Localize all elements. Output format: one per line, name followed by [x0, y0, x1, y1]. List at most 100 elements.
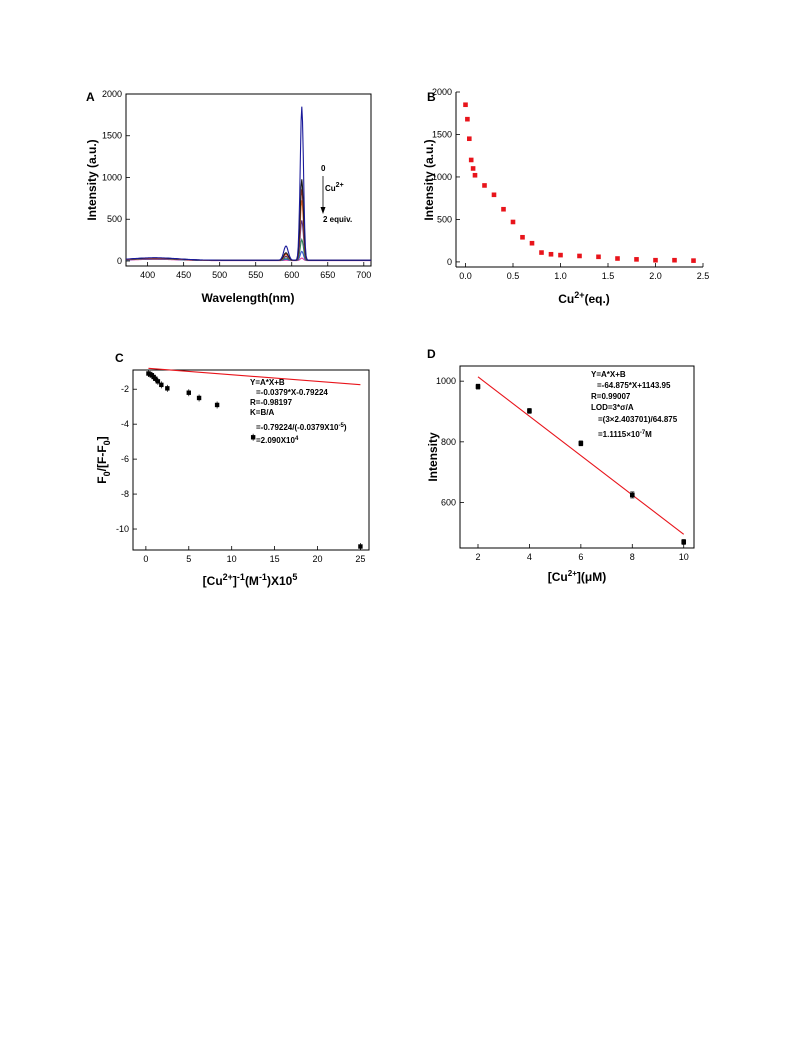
y-tick-label: 500 [107, 214, 122, 224]
x-tick-label: 10 [679, 552, 689, 562]
data-point [634, 257, 639, 262]
panel-b-x-ticks: 0.0 0.5 1.0 1.5 2.0 2.5 [459, 263, 709, 281]
y-tick-label: 0 [117, 256, 122, 266]
k-result: =2.090X104 [256, 436, 299, 445]
y-tick-label: 600 [441, 498, 456, 508]
y-tick-label: 1500 [432, 129, 452, 139]
fit-equation-values: =-0.0379*X-0.79224 [256, 388, 328, 397]
panel-a: A 400 450 500 550 600 650 700 0 500 1000 1500 2000… [85, 89, 372, 305]
panel-c-y-axis-label: F0/[F-F0] [95, 436, 112, 483]
data-point [529, 240, 535, 246]
data-point [691, 258, 696, 263]
data-point [358, 544, 363, 549]
y-tick-label: 2000 [432, 87, 452, 97]
lod-calculation: =(3×2.403701)/64.875 [598, 415, 678, 424]
y-tick-label: 1000 [436, 376, 456, 386]
k-formula: K=B/A [250, 408, 274, 417]
x-tick-label: 10 [227, 554, 237, 564]
panel-d-y-ticks: 600 800 1000 [436, 376, 464, 508]
data-point [653, 257, 658, 263]
y-tick-label: -6 [121, 454, 129, 464]
panel-a-y-axis-label: Intensity (a.u.) [85, 139, 99, 220]
panel-a-frame [125, 93, 372, 267]
data-point [558, 252, 563, 258]
data-point [472, 172, 478, 178]
spectrum-line [125, 189, 371, 261]
x-tick-label: 20 [313, 554, 323, 564]
spectrum-line [125, 200, 371, 261]
panel-d-x-axis-label: [Cu2+](μM) [548, 569, 606, 584]
x-tick-label: 550 [248, 270, 263, 280]
data-point [155, 379, 161, 384]
x-tick-label: 600 [284, 270, 299, 280]
data-point [577, 253, 582, 259]
data-point [214, 402, 220, 408]
panel-c-frame [132, 369, 370, 551]
x-tick-label: 6 [578, 552, 583, 562]
x-tick-label: 0.5 [507, 271, 520, 281]
x-tick-label: 500 [212, 270, 227, 280]
panel-a-y-ticks: 0 500 1000 1500 2000 [102, 89, 130, 266]
x-tick-label: 4 [527, 552, 532, 562]
panel-b-axes [455, 92, 703, 268]
data-point [629, 492, 635, 498]
panel-a-x-axis-label: Wavelength(nm) [202, 291, 295, 305]
data-point [468, 157, 474, 163]
panel-d: D 2 4 6 8 10 600 800 1000 Y=A*X+B =-64.875*X+1… [426, 347, 695, 584]
x-tick-label: 2.0 [649, 271, 662, 281]
data-point [250, 435, 256, 440]
y-tick-label: 2000 [102, 89, 122, 99]
panel-d-points [475, 383, 687, 545]
y-tick-label: -10 [116, 524, 129, 534]
panel-a-annotation: 0 Cu2+ 2 equiv. [320, 164, 352, 224]
panel-d-frame [459, 365, 695, 549]
spectrum-line [126, 220, 371, 261]
x-tick-label: 0.0 [459, 271, 472, 281]
fit-r-value: R=-0.98197 [250, 398, 293, 407]
panel-letter-b: B [427, 90, 436, 104]
annotation-arrow-head [320, 207, 326, 214]
data-point [165, 386, 170, 391]
x-tick-label: 0 [143, 554, 148, 564]
data-point [491, 192, 497, 198]
x-tick-label: 25 [355, 554, 365, 564]
y-tick-label: 500 [437, 214, 452, 224]
x-tick-label: 15 [270, 554, 280, 564]
spectrum-line [126, 106, 371, 261]
annotation-ion: Cu [325, 184, 336, 193]
annotation-end: 2 equiv. [323, 215, 352, 224]
y-tick-label: -8 [121, 489, 129, 499]
x-tick-label: 5 [186, 554, 191, 564]
data-point [527, 408, 532, 414]
data-point [153, 376, 158, 381]
fit-equation: Y=A*X+B [250, 378, 285, 387]
x-tick-label: 700 [356, 270, 371, 280]
data-point [539, 250, 544, 255]
y-tick-label: 800 [441, 437, 456, 447]
x-tick-label: 450 [176, 270, 191, 280]
fit-equation-values: =-64.875*X+1143.95 [597, 381, 671, 390]
panel-c-annotation: Y=A*X+B =-0.0379*X-0.79224 R=-0.98197 K=… [250, 378, 347, 445]
data-point [548, 251, 554, 257]
y-tick-label: 1500 [102, 131, 122, 141]
panel-b: B 0.0 0.5 1.0 1.5 2.0 2.5 0 500 1000 1500 2000 Cu… [422, 87, 709, 306]
data-point [463, 102, 468, 108]
panel-c: C 0 5 10 15 20 25 -2 -4 -6 -8 -10 Y=A*X+B =-0.037… [95, 351, 370, 588]
panel-d-x-ticks: 2 4 6 8 10 [475, 544, 689, 562]
data-point [501, 206, 506, 212]
data-point [196, 395, 202, 401]
panel-b-points [463, 102, 696, 263]
data-point [470, 166, 476, 171]
y-tick-label: -2 [121, 384, 129, 394]
y-tick-label: -4 [121, 419, 129, 429]
panel-c-y-ticks: -2 -4 -6 -8 -10 [116, 384, 137, 534]
data-point [465, 116, 470, 122]
data-point [482, 183, 487, 188]
data-point [681, 539, 687, 545]
lod-result: =1.1115×10-7M [598, 430, 652, 439]
data-point [615, 256, 620, 261]
data-point [510, 219, 516, 225]
panel-c-points [146, 369, 363, 551]
panel-d-fit-line [477, 376, 685, 535]
